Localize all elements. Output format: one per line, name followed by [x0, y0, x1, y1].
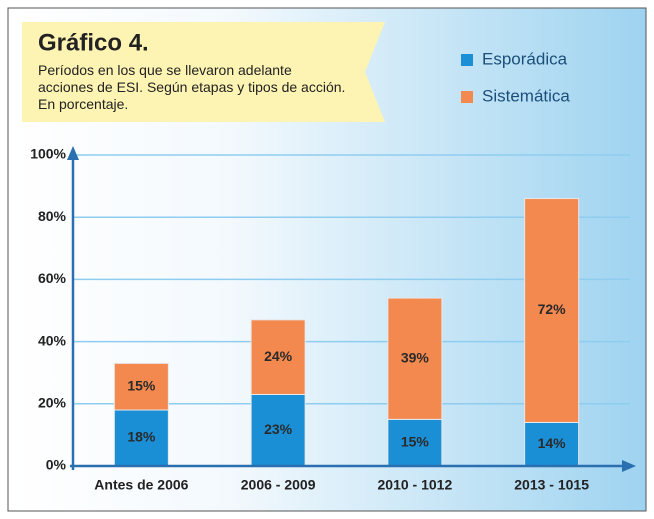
- legend-label: Sistemática: [482, 86, 570, 105]
- x-tick-label: 2006 - 2009: [241, 477, 316, 493]
- x-tick-label: Antes de 2006: [94, 477, 188, 493]
- legend-swatch: [461, 91, 473, 103]
- y-tick-label: 0%: [46, 457, 67, 473]
- bar-segment: [113, 409, 169, 467]
- y-tick-label: 40%: [38, 332, 67, 348]
- x-tick-label: 2010 - 1012: [378, 477, 453, 493]
- x-tick-label: 2013 - 1015: [514, 477, 589, 493]
- value-label: 39%: [401, 349, 430, 365]
- y-tick-label: 60%: [38, 270, 67, 286]
- x-axis-arrow: [622, 460, 636, 472]
- title-banner: [22, 22, 385, 122]
- bar-segment: [250, 319, 306, 395]
- chart-subtitle: Períodos en los que se llevaron adelante…: [38, 62, 346, 112]
- legend-label: Esporádica: [482, 49, 568, 68]
- value-label: 15%: [127, 377, 156, 393]
- value-label: 18%: [127, 429, 156, 445]
- y-tick-label: 100%: [30, 146, 66, 162]
- y-axis-arrow: [67, 146, 79, 160]
- chart-title: Gráfico 4.: [38, 29, 149, 56]
- value-label: 15%: [401, 433, 430, 449]
- bar-segment: [524, 421, 580, 467]
- y-tick-label: 80%: [38, 208, 67, 224]
- bar-segment: [524, 198, 580, 423]
- value-label: 14%: [538, 435, 567, 451]
- y-tick-label: 20%: [38, 395, 67, 411]
- value-label: 23%: [264, 421, 293, 437]
- value-label: 24%: [264, 348, 293, 364]
- bar-segment: [113, 362, 169, 411]
- subtitle-box: Períodos en los que se llevaron adelante…: [38, 62, 346, 112]
- value-label: 72%: [538, 301, 567, 317]
- legend-swatch: [461, 54, 473, 66]
- bar-segment: [387, 297, 443, 420]
